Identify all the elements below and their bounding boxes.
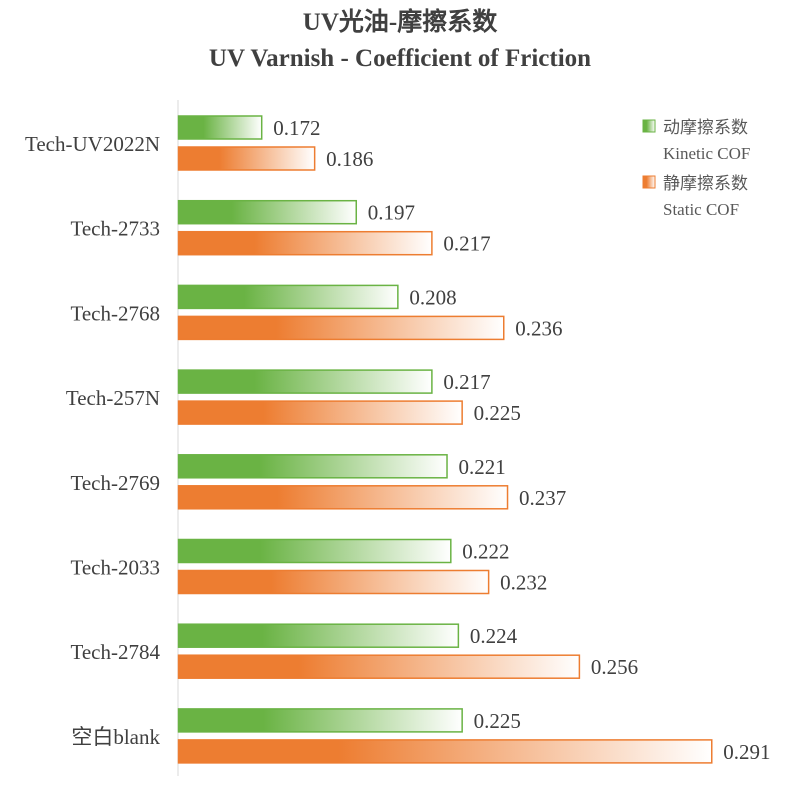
legend-label-kinetic-en: Kinetic COF [663,144,750,163]
data-label: 0.186 [326,147,373,171]
category-label: Tech-UV2022N [25,132,160,156]
bar-static [177,146,316,171]
legend-label-static-en: Static COF [663,200,739,219]
data-label: 0.225 [474,709,521,733]
bar-static [177,230,433,256]
category-label: Tech-257N [66,386,160,410]
data-label: 0.232 [500,571,547,595]
bar-kinetic [177,369,433,394]
legend-label-static: 静摩擦系数 [663,174,748,193]
data-label: 0.221 [459,455,506,479]
data-label: 0.197 [368,201,415,225]
bar-kinetic [177,454,448,479]
data-label: 0.224 [470,624,518,648]
data-label: 0.291 [723,740,770,764]
chart-subtitle: UV Varnish - Coefficient of Friction [209,45,591,72]
bar-kinetic [177,623,460,648]
data-label: 0.236 [515,316,562,340]
data-label: 0.237 [519,486,566,510]
bar-static [177,400,463,425]
category-label: Tech-2733 [71,217,161,241]
legend: 动摩擦系数 Kinetic COF 静摩擦系数 Static COF [642,118,750,219]
bar-static [177,654,581,679]
data-label: 0.225 [474,401,521,425]
bar-kinetic [177,199,358,225]
data-label: 0.172 [273,116,320,140]
category-label: Tech-2768 [71,301,161,325]
chart-title: UV光油-摩擦系数 [303,7,498,36]
category-label: Tech-2784 [71,640,161,664]
legend-label-kinetic: 动摩擦系数 [663,118,748,137]
category-label: Tech-2033 [71,556,161,580]
legend-swatch-kinetic [642,119,656,133]
data-label: 0.222 [462,540,509,564]
category-label: Tech-2769 [71,471,161,495]
bar-static [177,315,505,341]
data-label: 0.217 [443,370,490,394]
data-label: 0.208 [409,285,456,309]
bar-static [177,485,509,510]
data-label: 0.256 [591,655,638,679]
bar-static [177,739,713,764]
data-label: 0.217 [443,232,490,256]
legend-swatch-static [642,175,656,189]
bar-kinetic [177,708,463,733]
bar-kinetic [177,115,263,140]
category-label: 空白blank [71,725,160,749]
bar-kinetic [177,284,399,310]
bar-kinetic [177,538,452,564]
bar-static [177,569,490,595]
